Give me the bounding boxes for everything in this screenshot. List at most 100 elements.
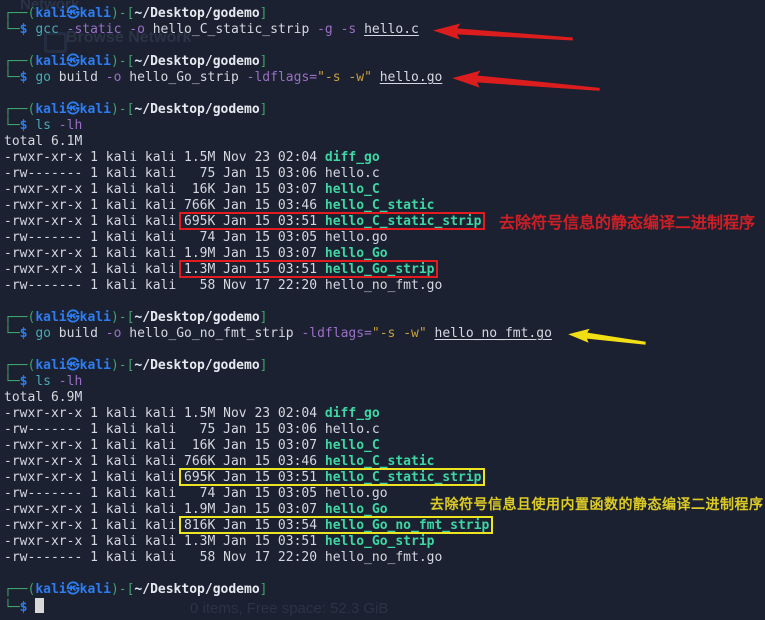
text-segment [427,326,435,341]
prompt-line: ┌──(kali㉿kali)-[~/Desktop/godemo] [4,54,765,70]
yellow-highlight-box: 816K Jan 15 03:54 hello_Go_no_fmt_strip [184,518,489,533]
text-segment: ] [259,102,268,117]
text-segment [59,22,67,37]
text-segment: ] [259,54,268,69]
text-segment: 695K Jan 15 03:51 [184,470,325,485]
text-segment: hello_C_static_strip [324,470,482,485]
text-segment: ┌──( [4,310,36,325]
text-segment: ~/Desktop/godemo [134,54,260,69]
text-segment: -o [105,70,122,85]
text-segment: -rwxr-xr-x 1 kali kali 16K Jan 15 03:07 [4,182,325,197]
text-segment: └─ [4,22,20,37]
text-segment: -o [129,22,145,37]
text-segment: ] [259,358,268,373]
text-segment: hello.go [379,70,443,85]
text-segment: "-s -w" [317,70,372,85]
text-segment: └─ [4,326,20,341]
text-segment: -rw------- 1 kali kali 75 Jan 15 03:06 [4,422,325,437]
text-segment: ┌──( [4,358,36,373]
text-segment: hello_Go_strip [121,70,247,85]
text-segment: ~/Desktop/godemo [134,582,260,597]
text-segment: -rwxr-xr-x 1 kali kali 766K Jan 15 03:46 [4,454,325,469]
text-segment: └─ [4,118,20,133]
prompt-line: ┌──(kali㉿kali)-[~/Desktop/godemo] [4,102,765,118]
prompt-line: ┌──(kali㉿kali)-[~/Desktop/godemo] [4,6,765,22]
file-row: -rw------- 1 kali kali 74 Jan 15 03:05 h… [4,230,765,246]
file-row: -rwxr-xr-x 1 kali kali 695K Jan 15 03:51… [4,214,765,230]
text-segment: hello_Go [324,502,388,517]
text-segment: kali㉿kali [35,102,111,117]
text-segment: kali㉿kali [35,358,111,373]
text-segment: hello_C_static [324,198,435,213]
file-row: -rwxr-xr-x 1 kali kali 1.5M Nov 23 02:04… [4,406,765,422]
file-row: -rw------- 1 kali kali 75 Jan 15 03:06 h… [4,422,765,438]
text-segment: 816K Jan 15 03:54 [184,518,325,533]
red-highlight-box: 695K Jan 15 03:51 hello_C_static_strip [184,214,481,229]
text-segment: hello.c [364,22,419,37]
text-segment: hello_Go_strip [324,534,435,549]
text-segment: -s [340,22,357,37]
text-segment: -rwxr-xr-x 1 kali kali [4,214,185,229]
text-segment: -rwxr-xr-x 1 kali kali 16K Jan 15 03:07 [4,438,325,453]
text-segment: -rw------- 1 kali kali 58 Nov 17 22:20 [4,550,325,565]
text-segment: "-s -w" [371,326,427,341]
text-segment: $ [19,70,28,85]
text-segment [51,374,59,389]
red-arrow-icon [433,23,573,41]
text-segment: -rw------- 1 kali kali 74 Jan 15 03:05 [4,230,325,245]
text-segment: ~/Desktop/godemo [134,6,260,21]
file-row: -rw------- 1 kali kali 58 Nov 17 22:20 h… [4,278,765,294]
text-segment: total 6.1M [4,134,83,149]
text-segment: go [35,326,51,341]
prompt-input-line: └─$ [4,598,765,615]
text-segment: -g [317,22,333,37]
blank-line [4,86,765,102]
text-segment: hello_no_fmt.go [324,550,443,565]
prompt-line: ┌──(kali㉿kali)-[~/Desktop/godemo] [4,310,765,326]
text-segment: $ [19,22,28,37]
text-segment: total 6.9M [4,390,83,405]
text-segment: )-[ [110,358,135,373]
text-segment: ] [259,310,268,325]
text-segment: -o [105,326,122,341]
file-row: -rwxr-xr-x 1 kali kali 16K Jan 15 03:07 … [4,438,765,454]
ghost-network-label: Network [20,0,80,13]
command-line: └─$ ls -lh [4,374,765,390]
file-row: -rwxr-xr-x 1 kali kali 1.5M Nov 23 02:04… [4,150,765,166]
text-segment: )-[ [110,310,135,325]
text-segment: kali㉿kali [35,6,111,21]
text-segment: hello_Go_no_fmt_strip [324,518,490,533]
file-row: -rwxr-xr-x 1 kali kali 1.9M Jan 15 03:07… [4,502,765,518]
text-segment: ┌──( [4,582,36,597]
text-segment: -rwxr-xr-x 1 kali kali 1.5M Nov 23 02:04 [4,406,325,421]
text-segment: hello_C_static_strip [324,214,482,229]
text-segment [372,70,380,85]
ghost-browse-network-label: Browse Network [66,29,192,46]
text-segment: -lh [58,374,83,389]
text-segment: go [35,70,51,85]
text-segment: ls [35,118,51,133]
red-annotation-text: 去除符号信息的静态编译二进制程序 [499,215,756,232]
text-segment: hello_Go [324,246,388,261]
blank-line [4,294,765,310]
text-segment [333,22,341,37]
text-segment: kali㉿kali [35,310,111,325]
text-segment: hello_C_static [324,454,435,469]
terminal-cursor [35,598,45,613]
file-row: -rwxr-xr-x 1 kali kali 1.3M Jan 15 03:51… [4,262,765,278]
text-segment [356,22,364,37]
file-row: -rwxr-xr-x 1 kali kali 1.9M Jan 15 03:07… [4,246,765,262]
text-segment: -lh [58,118,83,133]
yellow-highlight-box: 695K Jan 15 03:51 hello_C_static_strip [184,470,481,485]
text-segment: ] [259,6,268,21]
text-segment: build [50,326,106,341]
text-segment: gcc [35,22,59,37]
blank-line [4,342,765,358]
text-segment [27,600,35,615]
file-row: -rw------- 1 kali kali 75 Jan 15 03:06 h… [4,166,765,182]
text-segment: -rw------- 1 kali kali 74 Jan 15 03:05 [4,486,325,501]
prompt-line: ┌──(kali㉿kali)-[~/Desktop/godemo] [4,582,765,598]
file-row: -rwxr-xr-x 1 kali kali 1.3M Jan 15 03:51… [4,534,765,550]
